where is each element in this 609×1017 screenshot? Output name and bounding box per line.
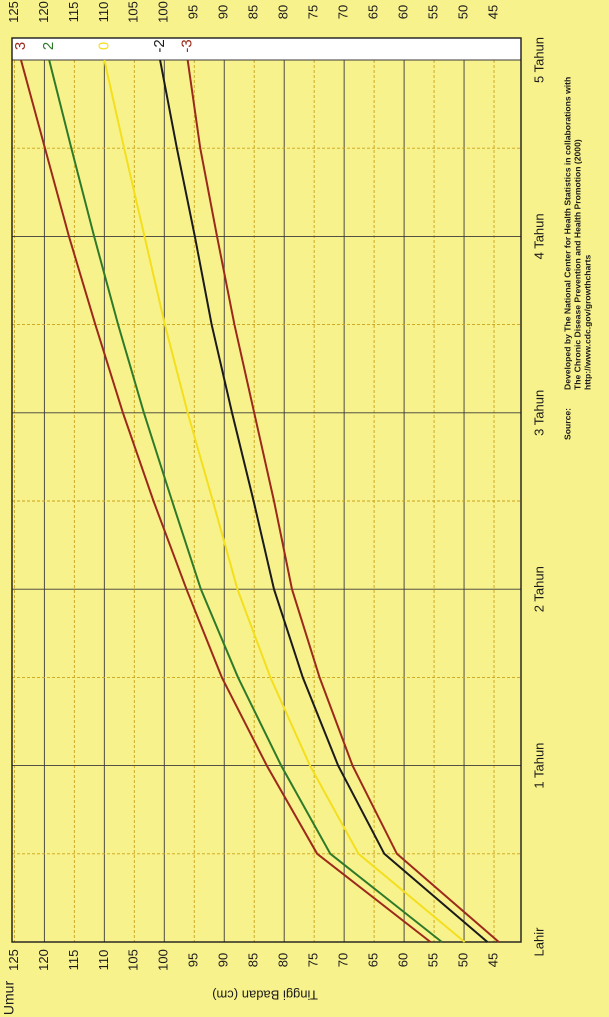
y-tick-label: 60 bbox=[396, 5, 411, 19]
y-tick-label: 115 bbox=[66, 950, 81, 971]
y-tick-label: 105 bbox=[126, 949, 141, 971]
y-tick-label: 45 bbox=[485, 5, 500, 19]
source-label: Source: bbox=[562, 408, 572, 440]
source-line: The Chronic Disease Prevention and Healt… bbox=[572, 139, 582, 390]
curve-label: -2 bbox=[151, 39, 168, 52]
y-tick-label: 125 bbox=[6, 949, 21, 971]
curve-label: 2 bbox=[40, 42, 57, 50]
x-tick-label: 5 Tahun bbox=[531, 37, 546, 83]
y-tick-label: 55 bbox=[426, 953, 441, 967]
y-tick-label: 75 bbox=[306, 953, 321, 967]
y-tick-label: 70 bbox=[336, 5, 351, 19]
y-tick-label: 60 bbox=[396, 953, 411, 967]
x-tick-label: 2 Tahun bbox=[531, 566, 546, 612]
y-tick-label: 45 bbox=[485, 953, 500, 967]
x-tick-label: 4 Tahun bbox=[531, 213, 546, 259]
x-tick-label: 3 Tahun bbox=[531, 390, 546, 436]
label-band bbox=[12, 38, 521, 60]
growth-line bbox=[159, 59, 489, 943]
y-tick-label: 90 bbox=[216, 5, 231, 19]
y-tick-label: 90 bbox=[216, 953, 231, 967]
source-line: Developed by The National Center for Hea… bbox=[562, 77, 572, 390]
y-tick-label: 115 bbox=[66, 2, 81, 23]
x-tick-label: 1 Tahun bbox=[531, 743, 546, 789]
y-tick-label: 50 bbox=[455, 953, 470, 967]
y-tick-label: 70 bbox=[336, 953, 351, 967]
curve-label: 3 bbox=[12, 42, 29, 50]
source-line: http://www.cdc.gov/growthcharts bbox=[582, 255, 592, 390]
y-tick-label: 65 bbox=[366, 5, 381, 19]
plot-frame bbox=[11, 37, 522, 943]
y-tick-label: 65 bbox=[366, 953, 381, 967]
y-tick-label: 105 bbox=[126, 1, 141, 23]
y-tick-label: 100 bbox=[156, 949, 171, 971]
y-tick-label: 50 bbox=[455, 5, 470, 19]
y-tick-label: 125 bbox=[6, 1, 21, 23]
y-axis-title: Tinggi Badan (cm) bbox=[212, 988, 318, 1003]
y-tick-label: 110 bbox=[96, 950, 111, 971]
y-tick-label: 80 bbox=[276, 953, 291, 967]
curve-label: -3 bbox=[179, 39, 196, 52]
y-tick-label: 55 bbox=[426, 5, 441, 19]
y-tick-label: 100 bbox=[156, 1, 171, 23]
growth-line bbox=[48, 59, 443, 943]
y-tick-label: 80 bbox=[276, 5, 291, 19]
y-tick-label: 120 bbox=[36, 1, 51, 23]
y-tick-label: 75 bbox=[306, 5, 321, 19]
curve-label: 0 bbox=[95, 42, 112, 50]
y-tick-label: 85 bbox=[246, 953, 261, 967]
growth-line bbox=[20, 59, 432, 943]
y-tick-label: 85 bbox=[246, 5, 261, 19]
growth-line bbox=[103, 59, 466, 943]
x-axis-title: Umur bbox=[1, 981, 17, 1016]
y-tick-label: 120 bbox=[36, 949, 51, 971]
y-tick-label: 95 bbox=[186, 5, 201, 19]
plot-area: 125 125 120 120 115 115 110 110 105 105 100 100 95 95… bbox=[6, 1, 547, 971]
y-tick-label: 110 bbox=[96, 2, 111, 23]
growth-line bbox=[186, 59, 500, 943]
y-tick-label: 95 bbox=[186, 953, 201, 967]
x-tick-label: Lahir bbox=[531, 927, 546, 957]
